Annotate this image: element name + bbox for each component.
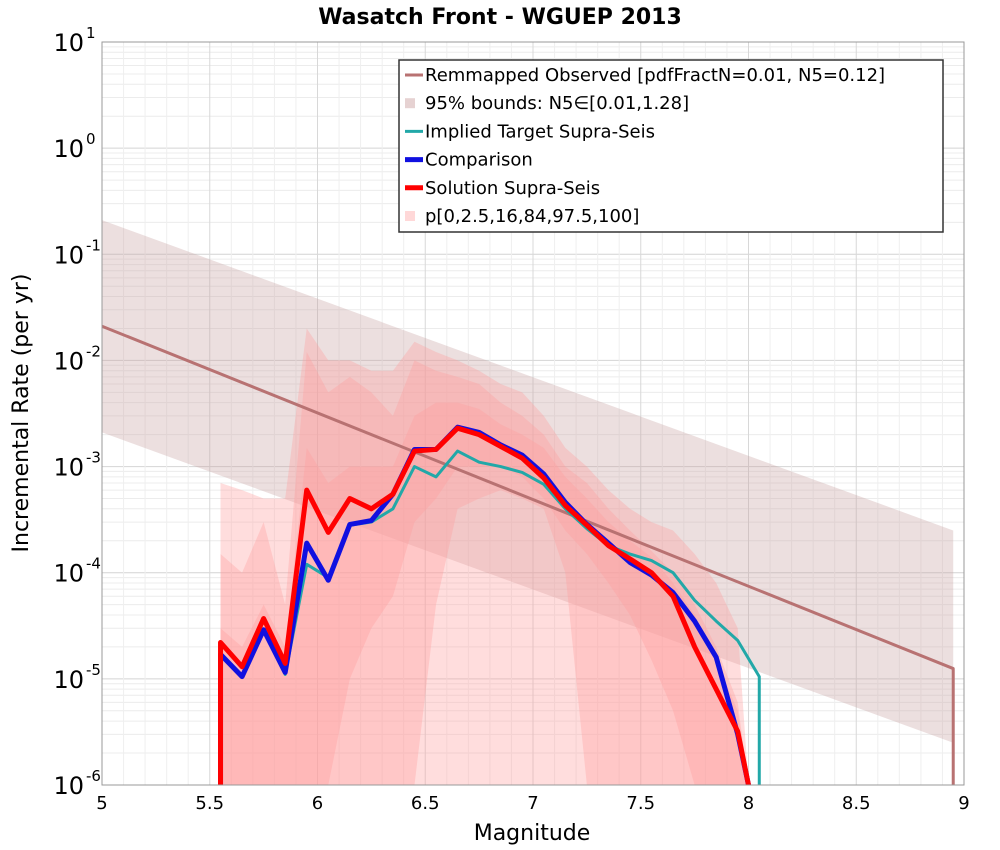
- legend-item: p[0,2.5,16,84,97.5,100]: [405, 206, 639, 227]
- band-p2-5-97-5: [220, 352, 749, 785]
- x-axis-label: Magnitude: [474, 821, 591, 846]
- legend-label: Solution Supra-Seis: [425, 178, 600, 199]
- y-tick-base: 10: [53, 135, 84, 163]
- legend-swatch: [405, 98, 415, 109]
- x-tick-label: 7: [527, 793, 538, 814]
- legend-box: [398, 59, 944, 233]
- chart-title: Wasatch Front - WGUEP 2013: [318, 5, 682, 30]
- legend-item: Implied Target Supra-Seis: [405, 121, 655, 142]
- y-tick-base: 10: [53, 29, 84, 57]
- y-tick-exponent: -4: [86, 555, 101, 573]
- x-tick-label: 9: [958, 793, 969, 814]
- y-tick-label: 10 -6: [53, 767, 101, 800]
- x-tick-labels: 5 5.5 6 6.5 7 7.5 8 8.5 9: [96, 793, 969, 814]
- legend-item: Remmapped Observed [pdfFractN=0.01, N5=0…: [405, 65, 885, 86]
- y-tick-exponent: 0: [86, 130, 96, 148]
- y-tick-base: 10: [53, 560, 84, 588]
- x-tick-label: 5.5: [195, 793, 224, 814]
- legend-item: 95% bounds: N5∈[0.01,1.28]: [405, 93, 689, 114]
- y-tick-label: 10 -1: [53, 236, 101, 269]
- y-tick-base: 10: [53, 347, 84, 375]
- bounds-95-area: [102, 220, 954, 743]
- y-tick-label: 10 -2: [53, 342, 101, 375]
- legend-label: Remmapped Observed [pdfFractN=0.01, N5=0…: [425, 65, 885, 86]
- series-line-0: [101, 324, 955, 785]
- y-tick-exponent: -2: [86, 342, 101, 360]
- legend-item: Solution Supra-Seis: [405, 178, 600, 199]
- y-tick-label: 10 -5: [53, 661, 101, 694]
- y-tick-label: 10 0: [53, 130, 95, 163]
- x-tick-label: 7.5: [626, 793, 655, 814]
- x-tick-label: 8.5: [842, 793, 871, 814]
- bounds-95-band: [102, 220, 954, 743]
- series-line-3: [218, 425, 751, 786]
- y-tick-base: 10: [53, 666, 84, 694]
- y-axis-label: Incremental Rate (per yr): [9, 274, 34, 553]
- legend-label: 95% bounds: N5∈[0.01,1.28]: [425, 93, 689, 114]
- legend: Remmapped Observed [pdfFractN=0.01, N5=0…: [398, 59, 944, 233]
- y-tick-exponent: 1: [86, 24, 96, 42]
- y-tick-label: 10 -3: [53, 449, 101, 482]
- y-tick-exponent: -6: [86, 767, 101, 785]
- x-tick-label: 6: [312, 793, 323, 814]
- y-tick-label: 10 1: [53, 24, 95, 57]
- legend-swatch: [405, 211, 415, 221]
- legend-item: Comparison: [405, 150, 533, 171]
- y-tick-base: 10: [53, 772, 84, 800]
- x-tick-label: 6.5: [411, 793, 440, 814]
- legend-label: Implied Target Supra-Seis: [425, 121, 655, 142]
- x-tick-label: 5: [96, 793, 107, 814]
- x-tick-label: 8: [743, 793, 754, 814]
- series-lines: [101, 324, 955, 786]
- band-p0-100: [220, 328, 749, 785]
- y-tick-base: 10: [53, 241, 84, 269]
- legend-label: Comparison: [425, 150, 533, 171]
- y-tick-exponent: -1: [86, 236, 101, 254]
- legend-label: p[0,2.5,16,84,97.5,100]: [425, 206, 639, 227]
- y-tick-label: 10 -4: [53, 555, 101, 588]
- y-tick-exponent: -5: [86, 661, 101, 679]
- y-tick-exponent: -3: [86, 449, 101, 467]
- y-tick-base: 10: [53, 454, 84, 482]
- plot-frame: [101, 41, 965, 786]
